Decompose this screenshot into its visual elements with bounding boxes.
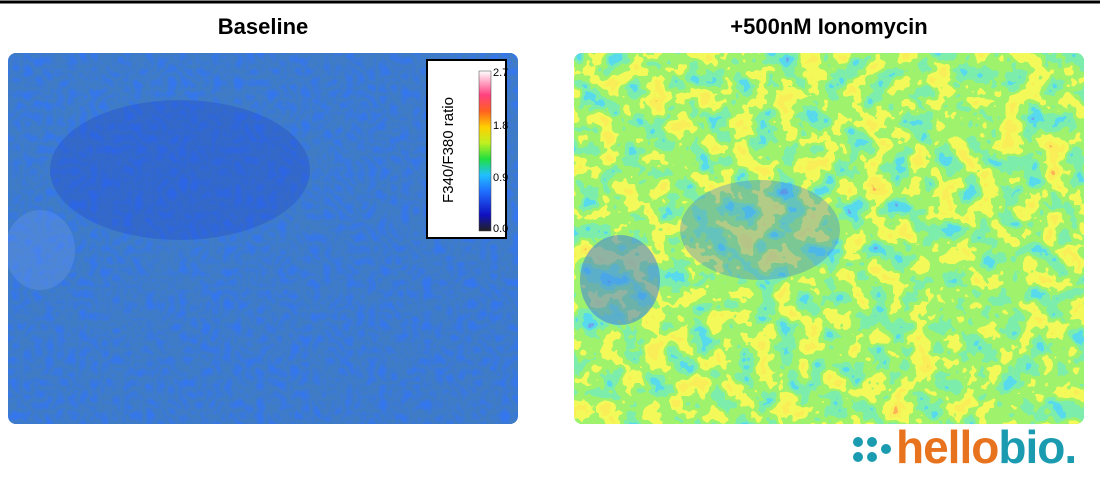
ionomycin-image: [574, 53, 1084, 424]
colorbar-tick: 0.0: [493, 223, 508, 235]
panel-title: +500nM Ionomycin: [730, 14, 927, 39]
colorbar: F340/F380 ratio 2.7 1.8 0.9 0.0: [426, 59, 508, 239]
logo: hellobio.: [853, 421, 1077, 473]
colorbar-tick: 0.9: [493, 172, 508, 184]
colorbar-tick: 2.7: [493, 67, 508, 79]
panel-title: Baseline: [218, 14, 309, 39]
logo-text: hellobio.: [896, 421, 1076, 473]
colorbar-label: F340/F380 ratio: [440, 97, 457, 203]
colorbar-tick: 1.8: [493, 120, 508, 132]
